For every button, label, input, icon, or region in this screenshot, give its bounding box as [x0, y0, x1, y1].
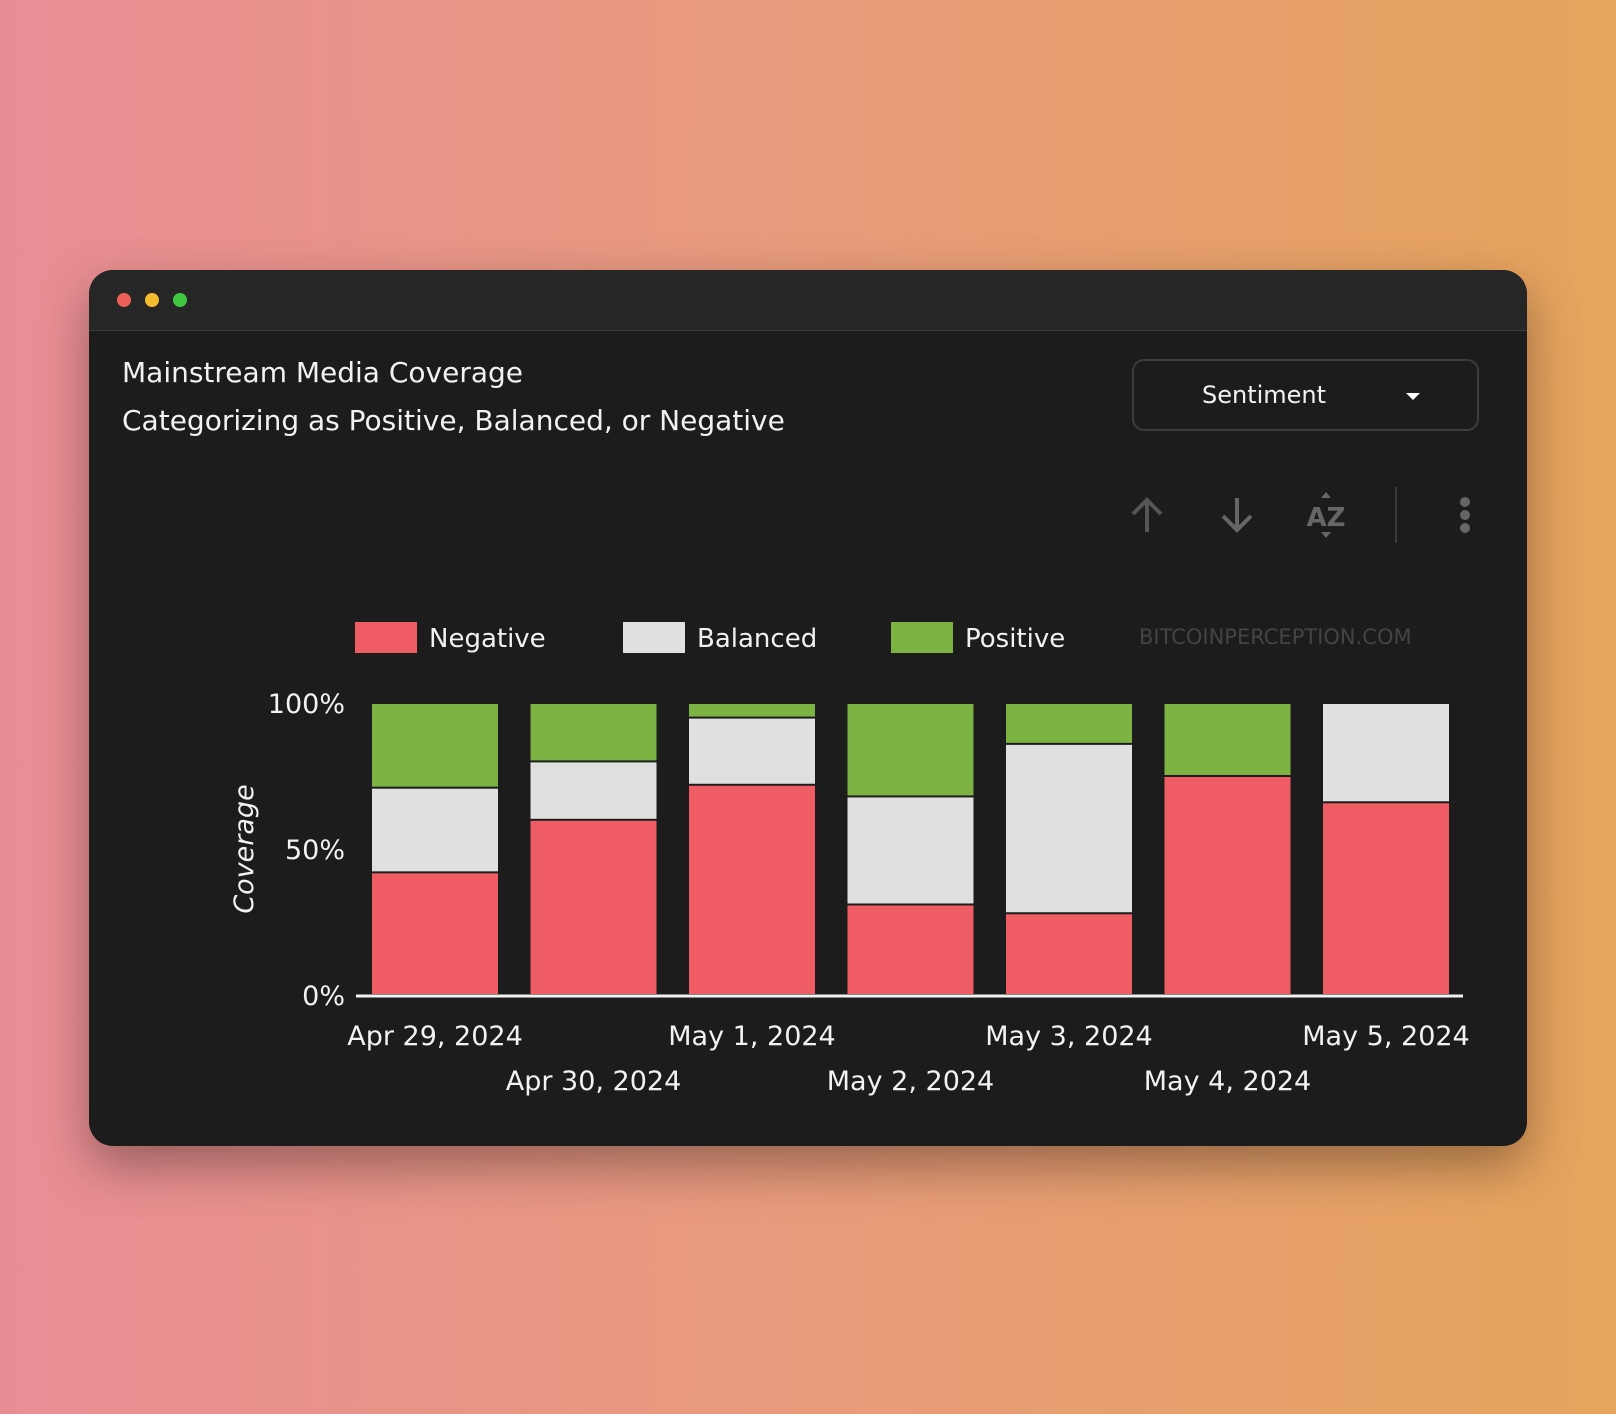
bar-segment-negative: [1006, 914, 1132, 994]
bar-segment-negative: [530, 820, 657, 994]
sort-az-icon[interactable]: AZ: [1302, 490, 1350, 540]
bar-segment-positive: [1164, 704, 1291, 775]
y-axis-label: Coverage: [229, 784, 260, 913]
legend-swatch-negative: [355, 622, 417, 653]
maximize-button[interactable]: [173, 293, 187, 307]
x-tick-label: May 3, 2024: [985, 1021, 1152, 1052]
svg-text:AZ: AZ: [1307, 503, 1346, 533]
metric-dropdown[interactable]: Sentiment: [1132, 359, 1479, 431]
x-tick-label: Apr 30, 2024: [506, 1066, 682, 1097]
x-tick-label: May 5, 2024: [1302, 1021, 1469, 1052]
bar-segment-balanced: [1323, 704, 1449, 802]
legend-label-negative: Negative: [429, 624, 546, 654]
bar-segment-negative: [1164, 777, 1291, 994]
y-tick-label: 100%: [268, 689, 345, 720]
x-tick-label: Apr 29, 2024: [347, 1021, 523, 1052]
legend-swatch-positive: [891, 622, 953, 653]
bar-segment-negative: [1323, 803, 1449, 994]
x-tick-label: May 4, 2024: [1144, 1066, 1311, 1097]
y-tick-label: 0%: [302, 981, 345, 1012]
close-button[interactable]: [117, 293, 131, 307]
title-bar: [89, 270, 1527, 331]
bar-segment-positive: [1006, 704, 1132, 743]
bar-segment-balanced: [1006, 744, 1132, 913]
x-tick-label: May 1, 2024: [668, 1021, 835, 1052]
bar-segment-negative: [372, 873, 498, 994]
more-vertical-icon[interactable]: [1441, 490, 1489, 540]
legend-swatch-balanced: [623, 622, 685, 653]
bar-segment-positive: [689, 704, 815, 717]
x-tick-label: May 2, 2024: [827, 1066, 994, 1097]
bar-segment-positive: [847, 704, 974, 796]
caret-down-icon: [1406, 393, 1420, 400]
bar-segment-balanced: [530, 762, 657, 819]
bar-segment-positive: [530, 704, 657, 761]
bar-segment-negative: [689, 785, 815, 994]
minimize-button[interactable]: [145, 293, 159, 307]
dropdown-value: Sentiment: [1202, 381, 1327, 409]
bar-segment-balanced: [847, 797, 974, 904]
watermark: BITCOINPERCEPTION.COM: [1139, 625, 1412, 649]
bar-segment-balanced: [689, 718, 815, 784]
y-tick-label: 50%: [285, 835, 345, 866]
legend-label-positive: Positive: [965, 624, 1065, 654]
bar-segment-negative: [847, 905, 974, 994]
bar-segment-positive: [372, 704, 498, 787]
arrow-up-icon[interactable]: [1123, 490, 1171, 540]
bar-segment-balanced: [372, 788, 498, 872]
stacked-bar-chart: Negative Balanced Positive BITCOINPERCEPTIO…: [229, 622, 1470, 1097]
chart-subtitle: Categorizing as Positive, Balanced, or N…: [122, 404, 785, 437]
legend-label-balanced: Balanced: [697, 624, 817, 654]
toolbar-divider: [1395, 487, 1397, 543]
chart-window: Mainstream Media Coverage Categorizing a…: [89, 270, 1527, 1146]
chart-title: Mainstream Media Coverage: [122, 356, 524, 389]
arrow-down-icon[interactable]: [1213, 490, 1261, 540]
